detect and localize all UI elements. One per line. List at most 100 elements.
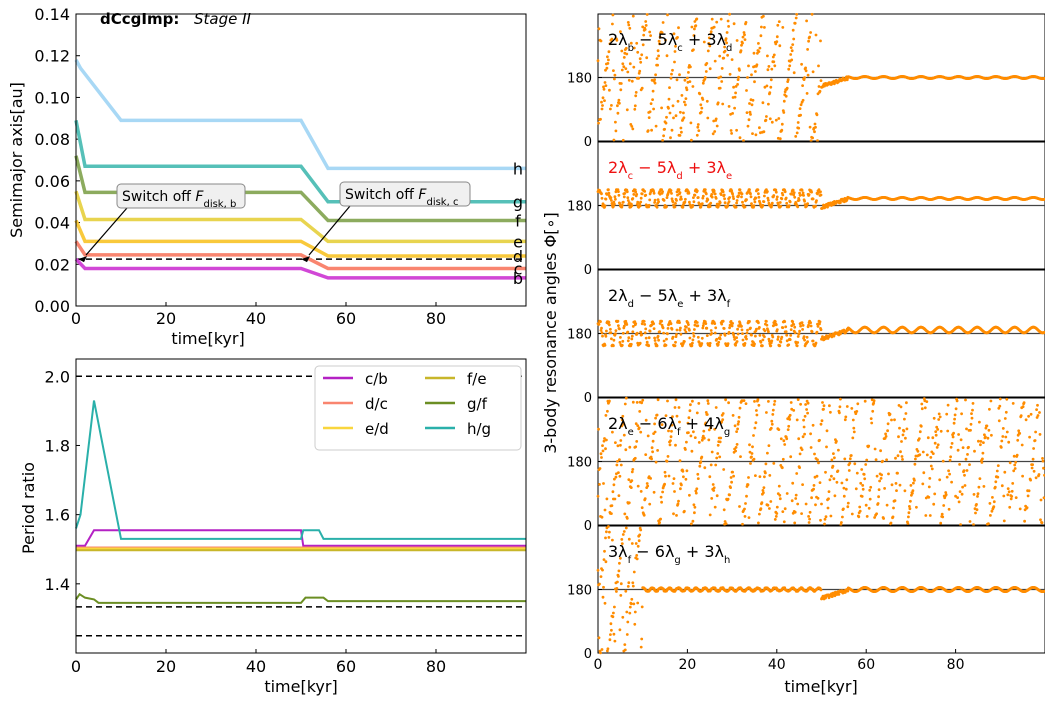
data-point: [639, 200, 643, 204]
data-point: [905, 401, 908, 405]
data-point: [662, 134, 665, 138]
data-point: [786, 428, 790, 431]
y-tick-label: 0.00: [34, 297, 70, 316]
data-point: [1022, 401, 1026, 405]
data-point: [617, 193, 621, 197]
data-point: [731, 192, 734, 196]
data-point: [728, 326, 731, 330]
data-point: [964, 457, 968, 461]
data-point: [638, 410, 642, 413]
data-point: [875, 512, 878, 516]
data-point: [616, 111, 620, 115]
data-point: [795, 344, 799, 348]
data-point: [689, 121, 693, 125]
data-point: [607, 191, 611, 195]
data-point: [745, 331, 749, 335]
data-point: [807, 39, 810, 43]
data-point: [992, 505, 996, 509]
series-h-g: [75, 400, 526, 540]
data-point: [707, 428, 711, 432]
data-point: [626, 339, 630, 343]
data-point: [713, 322, 717, 325]
data-point: [800, 512, 803, 515]
data-point: [772, 462, 776, 465]
data-point: [861, 487, 865, 491]
data-point: [763, 194, 766, 198]
data-point: [800, 321, 804, 324]
data-point: [716, 101, 720, 105]
data-point: [1032, 469, 1036, 473]
data-point: [1008, 461, 1012, 465]
data-point: [628, 445, 632, 449]
data-point: [655, 57, 659, 60]
data-point: [642, 33, 646, 37]
data-point: [691, 203, 695, 207]
data-point: [621, 331, 625, 335]
data-point: [603, 81, 607, 84]
data-point: [767, 444, 771, 447]
data-point: [833, 456, 836, 460]
data-point: [706, 198, 710, 202]
data-point: [731, 414, 735, 417]
data-point: [630, 125, 634, 128]
data-point: [863, 399, 867, 403]
data-point: [811, 197, 815, 201]
data-point: [813, 122, 817, 126]
data-point: [639, 645, 643, 649]
data-point: [982, 441, 985, 444]
data-point: [627, 501, 631, 505]
data-point: [908, 505, 911, 508]
data-point: [607, 58, 610, 62]
data-point: [842, 494, 846, 498]
data-point: [946, 403, 950, 407]
data-point: [823, 517, 827, 521]
data-point: [730, 480, 733, 484]
data-point: [775, 195, 779, 199]
data-point: [801, 191, 805, 195]
data-point: [603, 437, 606, 440]
y-tick-label: 0.10: [34, 88, 70, 107]
data-point: [652, 490, 656, 494]
resonance-label: 2λc − 5λd + 3λe: [608, 158, 732, 182]
data-point: [798, 452, 802, 456]
data-point: [831, 464, 835, 468]
data-point: [735, 199, 739, 202]
data-point: [611, 13, 615, 17]
data-point: [864, 463, 868, 466]
data-point: [664, 414, 668, 417]
data-point: [826, 506, 830, 510]
data-point: [775, 328, 779, 331]
data-point: [647, 336, 651, 340]
end-label-e: e: [513, 232, 523, 251]
data-point: [705, 326, 709, 330]
data-point: [600, 107, 604, 111]
data-point: [793, 195, 797, 199]
data-point: [896, 471, 899, 475]
data-point: [661, 326, 665, 330]
data-point: [601, 96, 605, 100]
data-point: [676, 502, 680, 506]
data-point: [630, 334, 634, 338]
data-point: [685, 440, 688, 444]
data-point: [638, 69, 642, 73]
data-point: [754, 474, 757, 477]
data-point: [608, 323, 611, 327]
data-point: [709, 463, 713, 467]
data-point: [657, 39, 661, 43]
data-point: [1039, 498, 1043, 502]
data-point: [740, 192, 744, 196]
data-point: [903, 489, 907, 493]
data-point: [980, 461, 984, 464]
data-point: [954, 407, 958, 411]
data-point: [639, 430, 643, 434]
data-point: [672, 32, 676, 36]
data-point: [661, 139, 664, 142]
data-point: [626, 330, 630, 334]
data-point: [679, 126, 683, 130]
data-point: [998, 404, 1002, 408]
data-point: [768, 117, 772, 121]
annotation-box: [116, 183, 246, 209]
data-point: [792, 409, 796, 412]
data-point: [619, 88, 623, 92]
data-point: [695, 321, 699, 324]
